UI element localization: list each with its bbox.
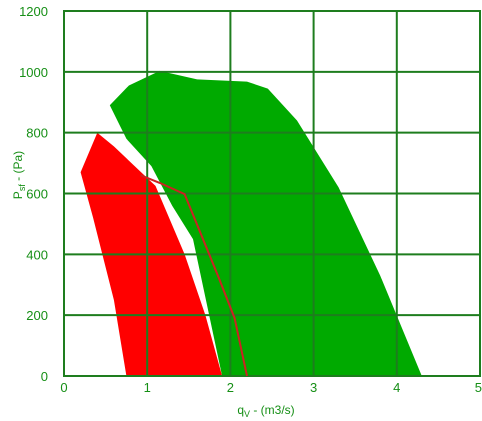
x-axis-label-rest: - (m3/s) [250,403,295,417]
line-series-1 [140,174,248,377]
y-axis-label-rest: - (Pa) [11,151,25,184]
y-tick-label-4: 800 [26,126,48,141]
y-tick-label-1: 200 [26,308,48,323]
x-tick-label-2: 2 [227,380,234,395]
x-axis-label: qV - (m3/s) [237,403,294,419]
plot-frame [63,10,481,377]
area-series-group [80,70,422,377]
y-tick-label-2: 400 [26,247,48,262]
x-tick-label-4: 4 [393,380,400,395]
y-tick-labels: 0 200 400 600 800 1000 1200 [19,4,48,384]
area-series-1 [109,70,422,377]
x-tick-label-3: 3 [310,380,317,395]
x-tick-labels: 0 1 2 3 4 5 [60,380,482,395]
y-axis-label: Psf - (Pa) [11,151,27,199]
y-axis-label-sub: sf [17,184,27,192]
x-tick-label-5: 5 [475,380,482,395]
y-axis-label-main: P [11,191,25,199]
grid-lines [63,10,481,377]
x-axis-label-main: q [237,403,244,417]
x-axis-label-sub: V [244,409,250,419]
y-tick-label-0: 0 [41,369,48,384]
line-series-group [140,174,248,377]
y-tick-label-3: 600 [26,187,48,202]
x-tick-label-0: 0 [60,380,67,395]
y-tick-label-6: 1200 [19,4,48,19]
y-tick-label-5: 1000 [19,65,48,80]
x-tick-label-1: 1 [144,380,151,395]
